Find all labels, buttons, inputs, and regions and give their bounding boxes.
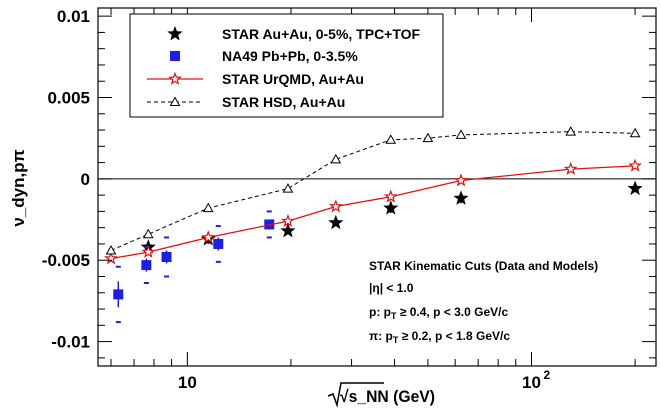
kinematic-cuts-annotation: STAR Kinematic Cuts (Data and Models) |η… — [369, 259, 598, 345]
x-tick-label-0: 10 — [178, 373, 197, 392]
legend-marker-2 — [168, 71, 182, 85]
legend-label-2: STAR UrQMD, Au+Au — [222, 71, 364, 87]
x-tick-label-1: 10 — [522, 373, 541, 392]
data-point-0-4 — [383, 200, 399, 215]
data-point-3-3 — [282, 183, 294, 193]
data-point-2-1 — [141, 244, 156, 258]
sqrt-sign — [327, 382, 384, 408]
series-3 — [105, 126, 641, 255]
legend-marker-0 — [167, 26, 183, 41]
legend-label-3: STAR HSD, Au+Au — [222, 94, 345, 110]
data-point-3-4 — [330, 153, 342, 164]
legend-label-1: NA49 Pb+Pb, 0-3.5% — [222, 48, 358, 64]
data-point-2-5 — [383, 189, 398, 203]
x-axis-title-text: √s_NN (GeV) — [340, 387, 435, 406]
data-point-3-6 — [422, 132, 434, 143]
y-tick-label-4: -0.01 — [51, 333, 90, 352]
legend-box — [129, 13, 444, 118]
cuts-title: STAR Kinematic Cuts (Data and Models) — [369, 259, 598, 273]
y-tick-label-0: 0.01 — [57, 7, 90, 26]
frame-layer — [97, 7, 657, 367]
data-point-2-2 — [201, 230, 216, 244]
legend-entry-0: STAR Au+Au, 0-5%, TPC+TOF — [167, 26, 421, 42]
data-point-3-7 — [455, 129, 467, 139]
series-line-2 — [110, 165, 636, 260]
y-tick-label-1: 0.005 — [47, 89, 90, 108]
legend-marker-3 — [169, 96, 181, 106]
plot-frame — [97, 7, 657, 367]
series-layer — [104, 126, 643, 324]
data-point-2-4 — [328, 199, 343, 213]
cuts-pion: π: pT ≥ 0.2, p < 1.8 GeV/c — [369, 329, 510, 345]
data-point-1-1 — [141, 260, 152, 271]
data-point-2-6 — [454, 173, 468, 187]
legend-label-0: STAR Au+Au, 0-5%, TPC+TOF — [222, 26, 421, 42]
series-1 — [113, 210, 275, 324]
data-point-0-6 — [627, 180, 643, 196]
legend-entry-3: STAR HSD, Au+Au — [147, 94, 345, 110]
y-tick-label-3: -0.005 — [42, 251, 90, 270]
series-2 — [104, 158, 642, 265]
data-point-0-2 — [280, 222, 296, 238]
legend-marker-1 — [170, 51, 180, 61]
data-point-3-0 — [105, 244, 117, 255]
data-point-2-7 — [563, 161, 578, 175]
x-axis-title: √s_NN (GeV) — [327, 382, 435, 408]
data-point-1-3 — [213, 238, 224, 249]
cuts-eta: |η| < 1.0 — [369, 281, 414, 295]
data-point-1-0 — [113, 289, 124, 300]
legend: STAR Au+Au, 0-5%, TPC+TOF NA49 Pb+Pb, 0-3… — [129, 13, 444, 118]
data-point-0-3 — [328, 214, 344, 230]
data-point-0-5 — [453, 190, 469, 205]
data-point-1-2 — [161, 251, 172, 262]
data-point-2-0 — [104, 251, 118, 265]
data-point-3-5 — [385, 134, 397, 144]
y-axis-title: ν_dyn,pπ — [9, 149, 28, 226]
legend-entry-1: NA49 Pb+Pb, 0-3.5% — [170, 48, 358, 64]
series-line-3 — [110, 131, 636, 251]
data-point-2-3 — [281, 213, 295, 228]
legend-entry-2: STAR UrQMD, Au+Au — [147, 71, 364, 87]
x-tick-exponent-1: 2 — [544, 368, 551, 382]
data-point-3-1 — [142, 228, 154, 239]
data-point-3-2 — [202, 202, 214, 213]
data-point-3-8 — [565, 126, 577, 136]
data-point-2-8 — [628, 158, 642, 172]
data-point-3-9 — [629, 127, 641, 138]
y-tick-label-2: 0 — [81, 170, 90, 189]
cuts-proton: p: pT ≥ 0.4, p < 3.0 GeV/c — [369, 305, 508, 321]
